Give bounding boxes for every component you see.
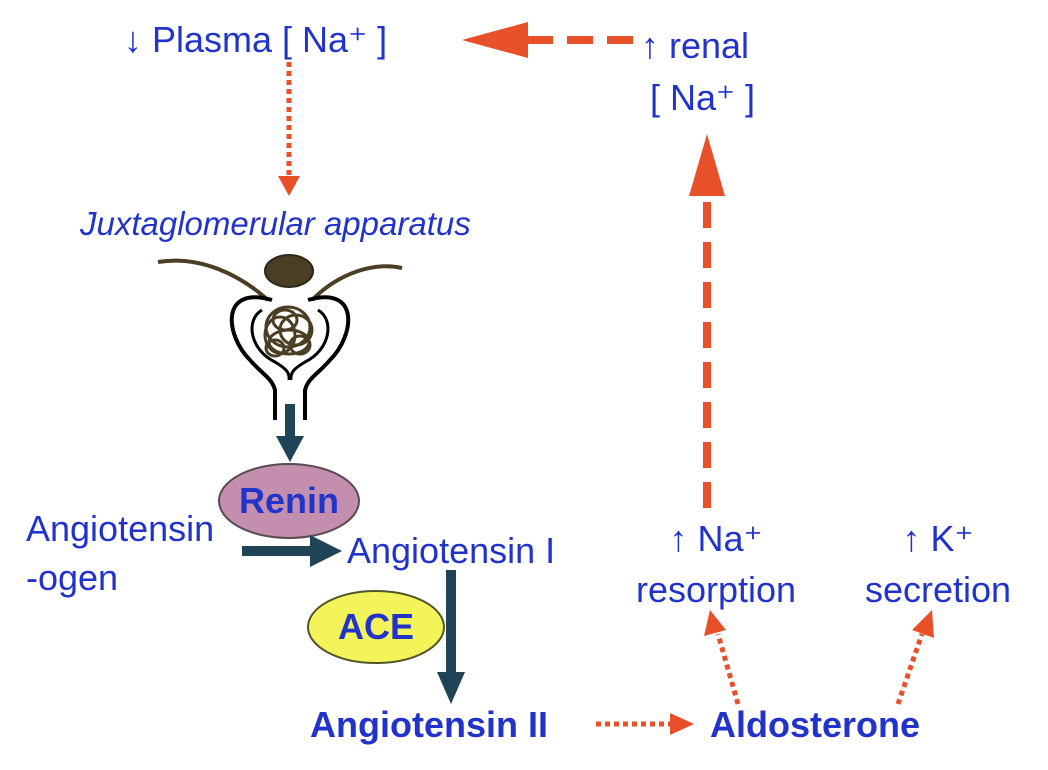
plasma-to-jga-arrow bbox=[278, 62, 300, 196]
k-secretion-label-line1: ↑ K⁺ bbox=[902, 518, 974, 559]
aldosterone-label: Aldosterone bbox=[710, 704, 921, 745]
resorption-to-renal-arrow bbox=[689, 134, 725, 508]
renin-oval bbox=[218, 463, 360, 539]
angiotensin-ii-label: Angiotensin II bbox=[310, 704, 548, 745]
aldosterone-to-secretion-arrow bbox=[895, 610, 934, 705]
juxtaglomerular-apparatus-icon bbox=[157, 254, 403, 420]
angiotensin-i-to-ii-arrow bbox=[437, 570, 465, 704]
aldosterone-to-resorption-arrow bbox=[704, 610, 741, 705]
k-secretion-label-line2: secretion bbox=[864, 569, 1012, 610]
jga-to-renin-arrow bbox=[276, 404, 304, 462]
renal-sodium-label-line1: ↑ renal bbox=[641, 25, 750, 66]
renal-sodium-label-line2: [ Na⁺ ] bbox=[650, 77, 756, 118]
angiotensin-ii-to-aldosterone-arrow bbox=[596, 713, 694, 735]
plasma-sodium-label: ↓ Plasma [ Na⁺ ] bbox=[124, 19, 388, 60]
ace-label: ACE bbox=[337, 606, 414, 647]
na-resorption-label-line1: ↑ Na⁺ bbox=[669, 518, 763, 559]
ace-oval bbox=[307, 590, 445, 664]
angiotensinogen-to-angiotensin-i-arrow bbox=[242, 535, 342, 567]
renin-label: Renin bbox=[238, 480, 339, 521]
angiotensinogen-label-line2: -ogen bbox=[26, 557, 119, 598]
angiotensinogen-label-line1: Angiotensin bbox=[26, 508, 215, 549]
na-resorption-label-line2: resorption bbox=[635, 569, 797, 610]
renal-to-plasma-arrow bbox=[462, 22, 633, 58]
angiotensin-i-label: Angiotensin I bbox=[347, 530, 556, 571]
jga-label: Juxtaglomerular apparatus bbox=[80, 205, 471, 242]
